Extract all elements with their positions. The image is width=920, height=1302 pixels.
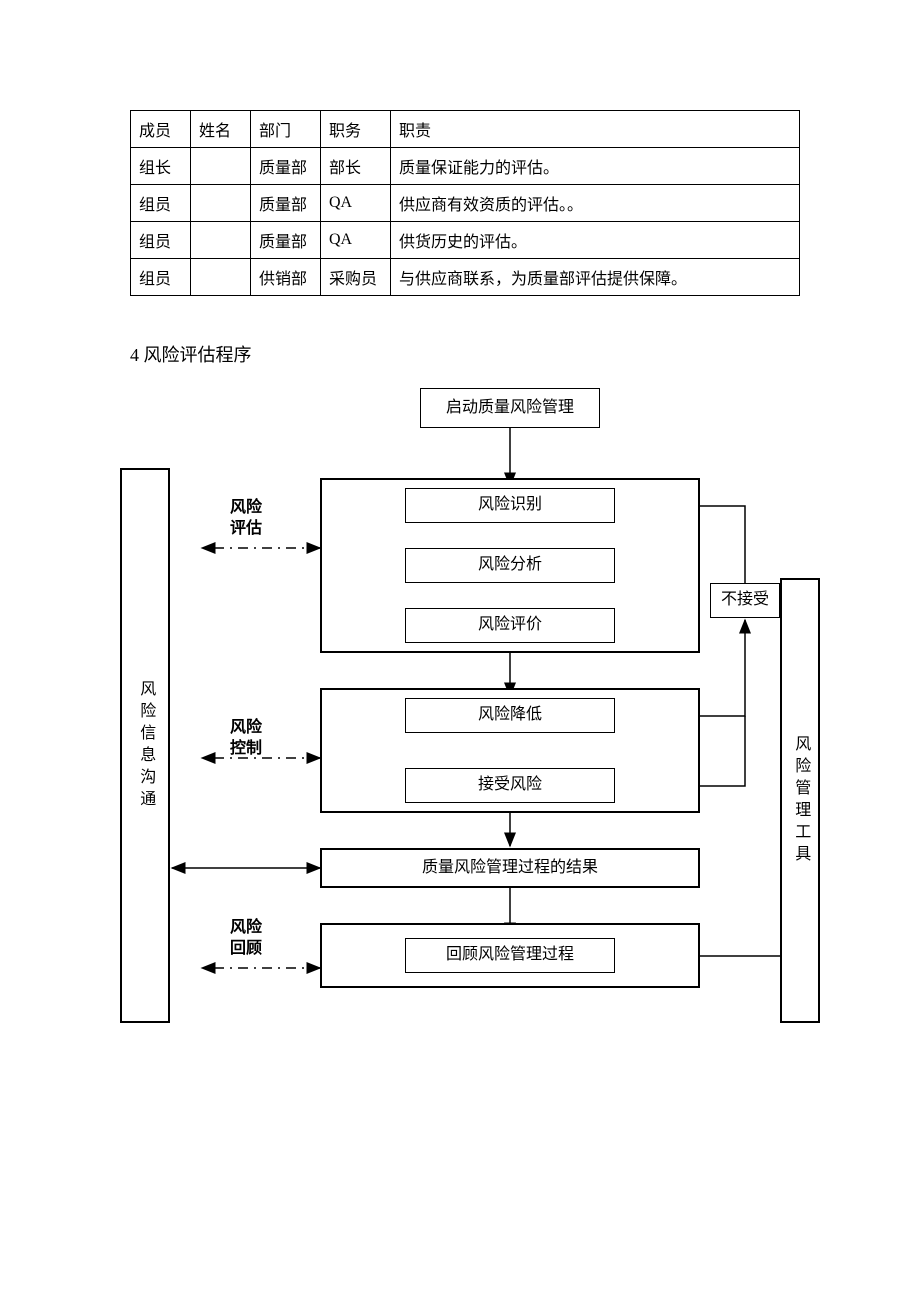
cell xyxy=(191,148,251,185)
flowchart: 启动质量风险管理 风险信息沟通 风险管理工具 风险识别 风险分析 风险评价 不接… xyxy=(120,388,820,1028)
col-name: 姓名 xyxy=(191,111,251,148)
node-left-panel-label: 风险信息沟通 xyxy=(134,680,156,812)
node-right-panel: 风险管理工具 xyxy=(780,578,820,1023)
node-analyze-label: 风险分析 xyxy=(478,554,542,576)
cell: 与供应商联系，为质量部评估提供保障。 xyxy=(391,259,800,296)
table-row: 组员 供销部 采购员 与供应商联系，为质量部评估提供保障。 xyxy=(131,259,800,296)
members-table: 成员 姓名 部门 职务 职责 组长 质量部 部长 质量保证能力的评估。 组员 质… xyxy=(130,110,800,296)
node-evaluate: 风险评价 xyxy=(405,608,615,643)
cell: 供货历史的评估。 xyxy=(391,222,800,259)
col-member: 成员 xyxy=(131,111,191,148)
node-reject-label: 不接受 xyxy=(721,589,769,611)
node-start-label: 启动质量风险管理 xyxy=(446,397,574,419)
node-reject: 不接受 xyxy=(710,583,780,618)
col-role: 职务 xyxy=(321,111,391,148)
cell: 供应商有效资质的评估。。 xyxy=(391,185,800,222)
node-left-panel: 风险信息沟通 xyxy=(120,468,170,1023)
label-review: 风险 回顾 xyxy=(230,918,262,960)
node-evaluate-label: 风险评价 xyxy=(478,614,542,636)
cell: 质量部 xyxy=(251,185,321,222)
node-result: 质量风险管理过程的结果 xyxy=(320,848,700,888)
node-review: 回顾风险管理过程 xyxy=(405,938,615,973)
cell xyxy=(191,222,251,259)
col-dept: 部门 xyxy=(251,111,321,148)
node-accept: 接受风险 xyxy=(405,768,615,803)
table-header-row: 成员 姓名 部门 职务 职责 xyxy=(131,111,800,148)
label-control: 风险 控制 xyxy=(230,718,262,760)
node-reduce-label: 风险降低 xyxy=(478,704,542,726)
node-review-label: 回顾风险管理过程 xyxy=(446,944,574,966)
node-result-label: 质量风险管理过程的结果 xyxy=(422,857,598,879)
label-assess: 风险 评估 xyxy=(230,498,262,540)
cell xyxy=(191,259,251,296)
table-row: 组长 质量部 部长 质量保证能力的评估。 xyxy=(131,148,800,185)
cell: 供销部 xyxy=(251,259,321,296)
cell: 质量部 xyxy=(251,148,321,185)
cell: 组员 xyxy=(131,222,191,259)
node-identify: 风险识别 xyxy=(405,488,615,523)
cell: QA xyxy=(321,185,391,222)
col-duty: 职责 xyxy=(391,111,800,148)
table-row: 组员 质量部 QA 供应商有效资质的评估。。 xyxy=(131,185,800,222)
table-row: 组员 质量部 QA 供货历史的评估。 xyxy=(131,222,800,259)
cell: 质量部 xyxy=(251,222,321,259)
cell: 组长 xyxy=(131,148,191,185)
section-heading: 4 风险评估程序 xyxy=(130,341,800,367)
cell: 质量保证能力的评估。 xyxy=(391,148,800,185)
cell: 部长 xyxy=(321,148,391,185)
node-start: 启动质量风险管理 xyxy=(420,388,600,428)
cell xyxy=(191,185,251,222)
cell: 组员 xyxy=(131,185,191,222)
node-identify-label: 风险识别 xyxy=(478,494,542,516)
node-analyze: 风险分析 xyxy=(405,548,615,583)
node-right-panel-label: 风险管理工具 xyxy=(789,735,811,867)
node-reduce: 风险降低 xyxy=(405,698,615,733)
cell: QA xyxy=(321,222,391,259)
node-accept-label: 接受风险 xyxy=(478,774,542,796)
cell: 采购员 xyxy=(321,259,391,296)
cell: 组员 xyxy=(131,259,191,296)
